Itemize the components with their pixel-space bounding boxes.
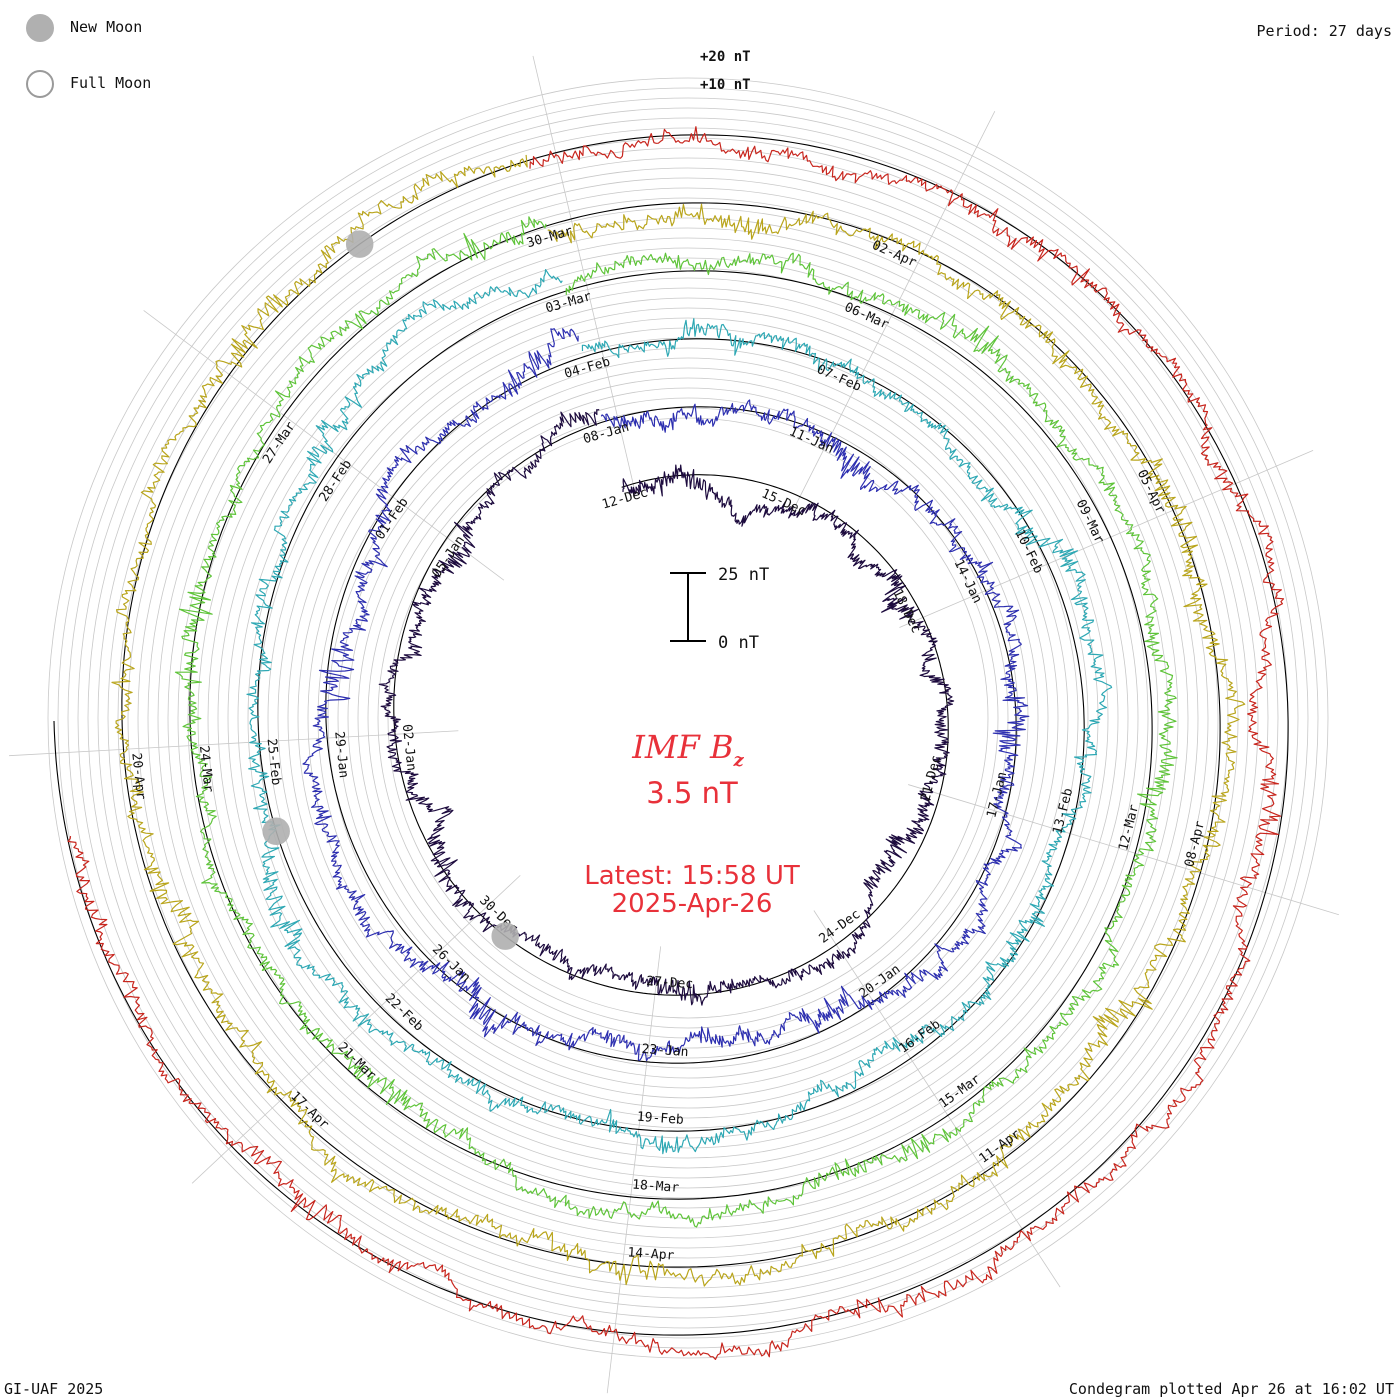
grid-ring	[237, 267, 1139, 1169]
series-turn-5	[111, 154, 1246, 1287]
moon-marker-layer	[262, 230, 519, 950]
grid-ring	[77, 107, 1299, 1329]
day-spoke	[143, 310, 505, 581]
grid-ring	[127, 157, 1249, 1279]
grid-ring	[157, 187, 1219, 1249]
day-spoke	[813, 910, 1061, 1288]
series-turn-6	[67, 126, 1285, 1361]
grid-ring	[177, 207, 1199, 1229]
plotted-timestamp: Condegram plotted Apr 26 at 16:02 UT	[1068, 1380, 1394, 1398]
grid-ring	[167, 197, 1209, 1239]
parameter-name: IMF B	[631, 728, 733, 766]
grid-ring	[137, 167, 1239, 1269]
period-label: Period: 27 days	[1256, 22, 1392, 40]
series-turn-2	[302, 328, 1030, 1062]
grid-ring	[197, 227, 1179, 1209]
day-spoke	[191, 875, 521, 1184]
date-label: 15-Mar	[937, 1072, 984, 1112]
date-label: 12-Dec	[600, 485, 649, 512]
grid-ring	[57, 87, 1319, 1349]
grid-ring	[287, 317, 1089, 1119]
ring-label-20nt: +20 nT	[700, 49, 751, 65]
credit-label: GI-UAF 2025	[4, 1380, 104, 1398]
series-turn-1	[378, 408, 955, 1006]
grid-ring	[377, 407, 999, 1029]
new-moon-icon	[26, 14, 54, 42]
legend-full-moon-label: Full Moon	[70, 74, 152, 92]
day-spoke	[606, 946, 662, 1394]
date-label: 16-Feb	[897, 1017, 944, 1057]
parameter-title: IMF Bz	[631, 728, 744, 771]
grid-ring	[97, 127, 1279, 1309]
date-label: 21-Dec	[918, 754, 944, 803]
new-moon-marker	[345, 230, 374, 258]
date-label: 14-Apr	[627, 1245, 675, 1263]
latest-time: Latest: 15:58 UT	[584, 861, 800, 891]
grid-ring	[107, 137, 1269, 1299]
date-label: 24-Mar	[196, 745, 216, 793]
series-layer	[67, 126, 1285, 1361]
date-label: 20-Apr	[128, 752, 148, 800]
grid-ring	[307, 337, 1069, 1099]
new-moon-marker	[262, 817, 290, 846]
grid-ring	[247, 277, 1129, 1159]
grid-ring	[337, 367, 1039, 1069]
date-label: 07-Feb	[814, 362, 863, 395]
date-label: 02-Jan	[399, 723, 419, 771]
day-spoke	[791, 110, 996, 513]
date-label: 03-Mar	[544, 289, 593, 316]
series-turn-4	[174, 216, 1178, 1228]
scale-bar: 25 nT 0 nT	[670, 565, 769, 653]
latest-date: 2025-Apr-26	[612, 889, 773, 919]
day-spoke	[908, 784, 1340, 916]
date-label: 18-Mar	[632, 1178, 680, 1196]
grid-ring	[367, 397, 1009, 1039]
date-label: 25-Feb	[263, 738, 283, 786]
legend-new-moon-label: New Moon	[70, 18, 143, 36]
ring-label-10nt: +10 nT	[700, 77, 751, 93]
date-label: 23-Jan	[641, 1042, 689, 1060]
grid-ring	[257, 287, 1119, 1149]
grid-ring	[347, 377, 1029, 1059]
date-label: 27-Dec	[646, 974, 694, 992]
parameter-subscript: z	[733, 750, 745, 771]
date-label: 12-Mar	[1116, 803, 1142, 852]
grid-ring	[147, 177, 1229, 1259]
baseline-spiral	[53, 134, 1289, 1336]
series-turn-3	[246, 269, 1113, 1155]
grid-ring	[117, 147, 1259, 1289]
new-moon-marker	[491, 922, 519, 950]
grid-ring	[187, 217, 1189, 1219]
day-spoke	[899, 449, 1314, 628]
grid-ring	[217, 247, 1159, 1189]
date-label: 20-Jan	[856, 962, 903, 1002]
grid-ring	[227, 257, 1149, 1179]
date-label: 17-Apr	[287, 1089, 331, 1133]
scale-bottom-label: 0 nT	[718, 633, 759, 653]
grid-ring	[327, 357, 1049, 1079]
date-label: 19-Feb	[636, 1110, 684, 1128]
scale-top-label: 25 nT	[718, 565, 769, 585]
grid-ring	[357, 387, 1019, 1049]
date-label: 29-Jan	[331, 731, 351, 779]
grid-ring	[297, 327, 1079, 1109]
grid-ring	[67, 97, 1309, 1339]
date-label: 18-Dec	[889, 587, 923, 636]
day-spoke	[9, 730, 459, 757]
date-label: 30-Mar	[525, 224, 574, 251]
grid-ring	[387, 417, 989, 1019]
current-value: 3.5 nT	[646, 776, 738, 810]
date-label: 15-Dec	[759, 486, 808, 519]
full-moon-icon	[26, 70, 54, 98]
grid-ring	[47, 77, 1329, 1359]
